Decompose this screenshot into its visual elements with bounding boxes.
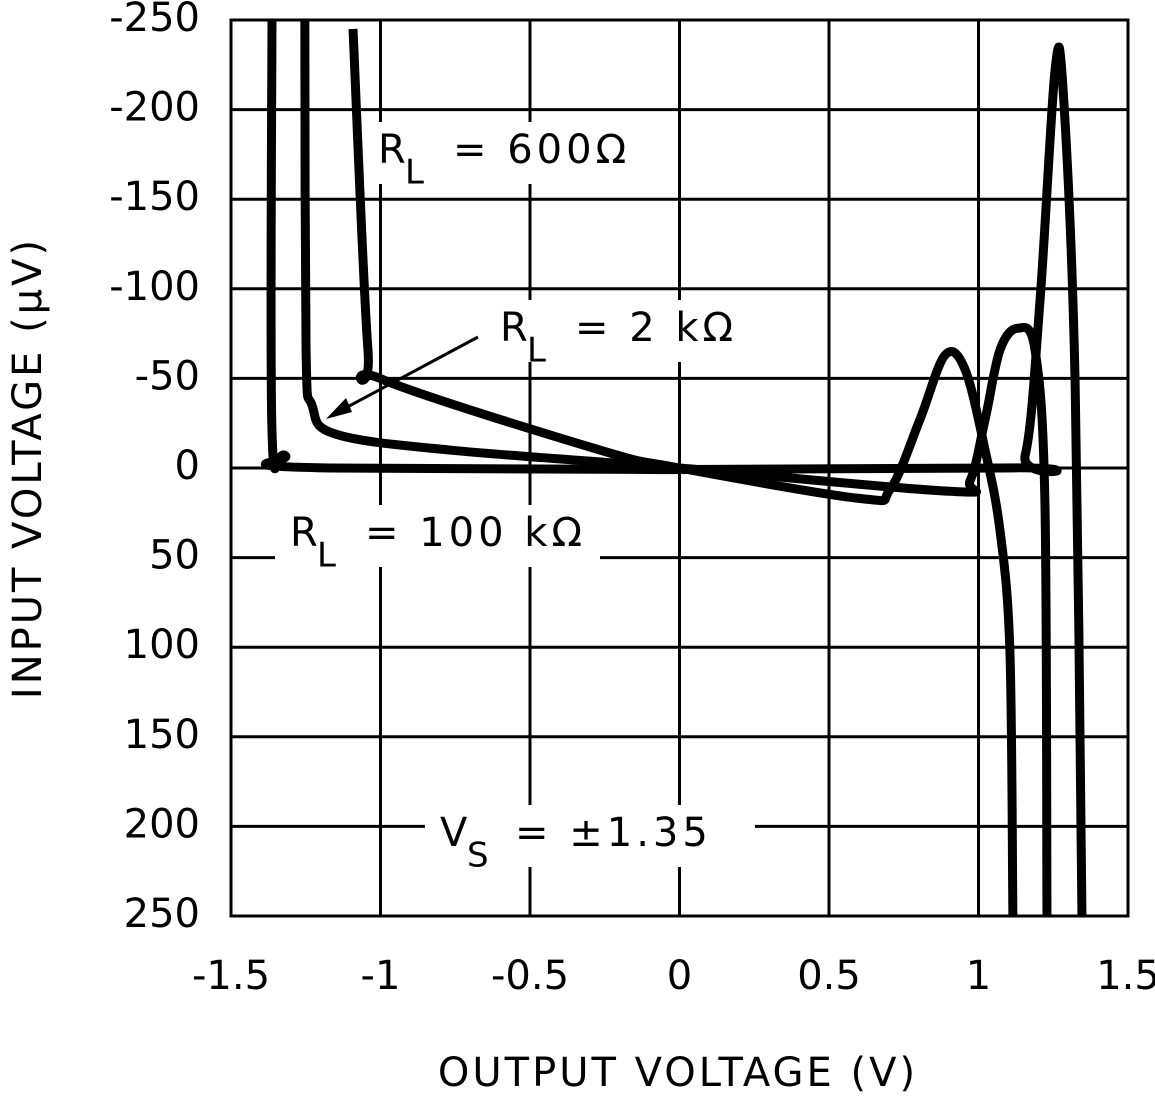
y-tick-label: -200 [109,85,200,131]
y-tick-label: 200 [124,801,200,847]
label-background [275,505,600,567]
annotation-text: = 600Ω [453,127,630,173]
plot-area: -1.5 -1 -0.5 0 0.5 1 1.5 -250 -200 -150 -100 -50 0 50… [109,0,1155,999]
annotation-symbol: R [290,510,318,556]
arrow [337,335,479,414]
x-tick-label: 0 [667,953,692,999]
annotation-text: = 100 kΩ [365,510,586,556]
y-tick-label: 250 [124,891,200,937]
annotation-subscript: L [527,331,546,371]
x-tick-label: 0.5 [797,953,861,999]
x-axis-title: OUTPUT VOLTAGE (V) [438,1050,918,1096]
y-tick-label: 150 [124,712,200,758]
arrow-head [326,398,352,419]
y-tick-label: -150 [109,174,200,220]
annotation-text: = ±1.35 [515,810,712,856]
y-tick-label: -50 [135,353,200,399]
annotation-subscript: S [467,836,489,876]
annotation-symbol: R [378,127,406,173]
label-background [485,300,745,362]
y-tick-label: 0 [175,443,200,489]
label-background [363,122,638,184]
series-line [300,19,1052,917]
series-line [260,19,1087,917]
annotation-subscript: L [405,153,424,193]
x-tick-label: 1 [966,953,991,999]
y-axis-title: INPUT VOLTAGE (µV) [5,237,51,699]
y-tick-label: 100 [124,622,200,668]
y-tick-label: -100 [109,264,200,310]
x-tick-label: -1.5 [192,953,270,999]
y-tick-label: -250 [109,0,200,41]
y-tick-label: 50 [149,533,200,579]
series-line [348,28,1018,917]
plot-frame [229,18,1130,918]
label-background [425,805,755,867]
annotation-text: = 2 kΩ [575,305,737,351]
annotation-symbol: R [500,305,528,351]
x-tick-label: -1 [361,953,401,999]
annotation-symbol: V [440,810,468,856]
x-tick-label: -0.5 [491,953,569,999]
annotation-subscript: L [317,536,336,576]
x-tick-label: 1.5 [1096,953,1155,999]
